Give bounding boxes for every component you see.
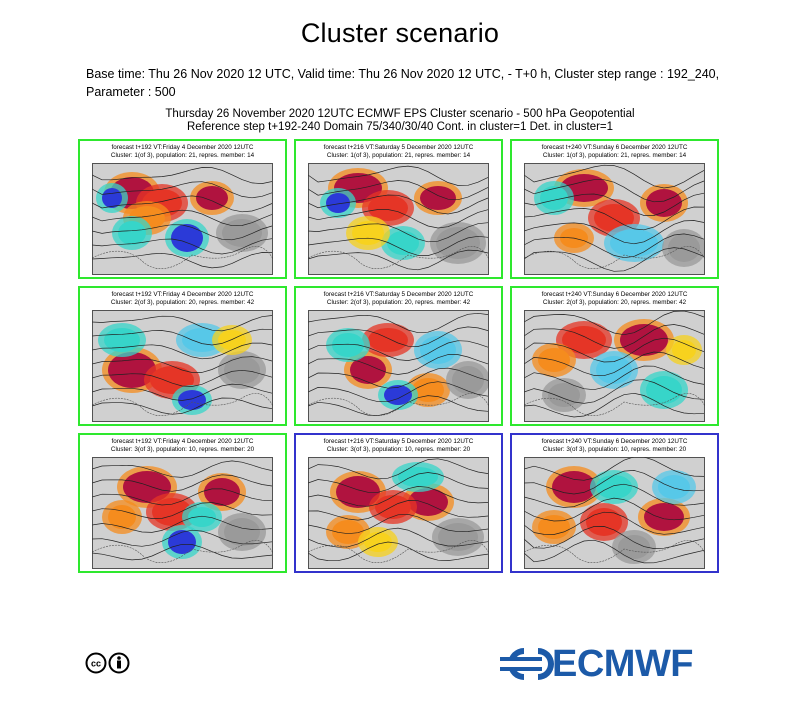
geopotential-map xyxy=(308,163,489,275)
cluster-panel: forecast t+216 VT:Saturday 5 December 20… xyxy=(294,433,503,573)
figure-title-line-2: Reference step t+192-240 Domain 75/340/3… xyxy=(186,121,614,133)
ecmwf-logo-icon xyxy=(500,648,554,680)
panel-header: forecast t+240 VT:Sunday 6 December 2020… xyxy=(512,438,717,454)
meta-line-2: Parameter : 500 xyxy=(86,85,176,99)
cluster-panel: forecast t+192 VT:Friday 4 December 2020… xyxy=(78,139,287,279)
panel-cluster-label: Cluster: 2(of 3), population: 20, repres… xyxy=(542,299,687,306)
parameter-info: Base time: Thu 26 Nov 2020 12 UTC, Valid… xyxy=(86,65,726,101)
cluster-panel: forecast t+192 VT:Friday 4 December 2020… xyxy=(78,286,287,426)
panel-header: forecast t+216 VT:Saturday 5 December 20… xyxy=(296,144,501,160)
panel-forecast-label: forecast t+192 VT:Friday 4 December 2020… xyxy=(111,144,254,151)
page-title: Cluster scenario xyxy=(300,18,500,48)
panel-forecast-label: forecast t+192 VT:Friday 4 December 2020… xyxy=(111,291,254,298)
panel-header: forecast t+240 VT:Sunday 6 December 2020… xyxy=(512,291,717,307)
panel-cluster-label: Cluster: 3(of 3), population: 10, repres… xyxy=(110,446,255,453)
geopotential-map xyxy=(92,457,273,569)
cluster-panel: forecast t+216 VT:Saturday 5 December 20… xyxy=(294,139,503,279)
cluster-figure: Thursday 26 November 2020 12UTC ECMWF EP… xyxy=(70,106,730,586)
cluster-panel: forecast t+240 VT:Sunday 6 December 2020… xyxy=(510,139,719,279)
figure-title: Thursday 26 November 2020 12UTC ECMWF EP… xyxy=(70,108,730,134)
panel-forecast-label: forecast t+240 VT:Sunday 6 December 2020… xyxy=(541,438,688,445)
cluster-panel: forecast t+192 VT:Friday 4 December 2020… xyxy=(78,433,287,573)
panel-header: forecast t+240 VT:Sunday 6 December 2020… xyxy=(512,144,717,160)
geopotential-map xyxy=(524,310,705,422)
creative-commons-by-icon: cc xyxy=(85,652,130,674)
cluster-panel: forecast t+216 VT:Saturday 5 December 20… xyxy=(294,286,503,426)
panel-forecast-label: forecast t+216 VT:Saturday 5 December 20… xyxy=(323,291,474,298)
panel-forecast-label: forecast t+216 VT:Saturday 5 December 20… xyxy=(323,144,474,151)
panel-header: forecast t+216 VT:Saturday 5 December 20… xyxy=(296,438,501,454)
panel-header: forecast t+192 VT:Friday 4 December 2020… xyxy=(80,438,285,454)
ecmwf-logo-text: ECMWF xyxy=(552,643,694,685)
panel-cluster-label: Cluster: 1(of 3), population: 21, repres… xyxy=(326,152,471,159)
geopotential-map xyxy=(92,310,273,422)
cluster-panel: forecast t+240 VT:Sunday 6 December 2020… xyxy=(510,433,719,573)
panel-cluster-label: Cluster: 3(of 3), population: 10, repres… xyxy=(542,446,687,453)
panel-forecast-label: forecast t+240 VT:Sunday 6 December 2020… xyxy=(541,291,688,298)
cluster-panel: forecast t+240 VT:Sunday 6 December 2020… xyxy=(510,286,719,426)
geopotential-map xyxy=(308,310,489,422)
panel-forecast-label: forecast t+216 VT:Saturday 5 December 20… xyxy=(323,438,474,445)
meta-line-1: Base time: Thu 26 Nov 2020 12 UTC, Valid… xyxy=(86,67,720,81)
panel-header: forecast t+216 VT:Saturday 5 December 20… xyxy=(296,291,501,307)
panel-cluster-label: Cluster: 2(of 3), population: 20, repres… xyxy=(110,299,255,306)
panel-header: forecast t+192 VT:Friday 4 December 2020… xyxy=(80,291,285,307)
geopotential-map xyxy=(92,163,273,275)
panel-header: forecast t+192 VT:Friday 4 December 2020… xyxy=(80,144,285,160)
panel-forecast-label: forecast t+240 VT:Sunday 6 December 2020… xyxy=(541,144,688,151)
svg-text:cc: cc xyxy=(91,659,101,669)
figure-title-line-1: Thursday 26 November 2020 12UTC ECMWF EP… xyxy=(165,108,635,120)
panel-forecast-label: forecast t+192 VT:Friday 4 December 2020… xyxy=(111,438,254,445)
panel-cluster-label: Cluster: 2(of 3), population: 20, repres… xyxy=(326,299,471,306)
panel-cluster-label: Cluster: 1(of 3), population: 21, repres… xyxy=(542,152,687,159)
panel-cluster-label: Cluster: 3(of 3), population: 10, repres… xyxy=(326,446,471,453)
panel-cluster-label: Cluster: 1(of 3), population: 21, repres… xyxy=(110,152,255,159)
geopotential-map xyxy=(524,163,705,275)
geopotential-map xyxy=(308,457,489,569)
geopotential-map xyxy=(524,457,705,569)
